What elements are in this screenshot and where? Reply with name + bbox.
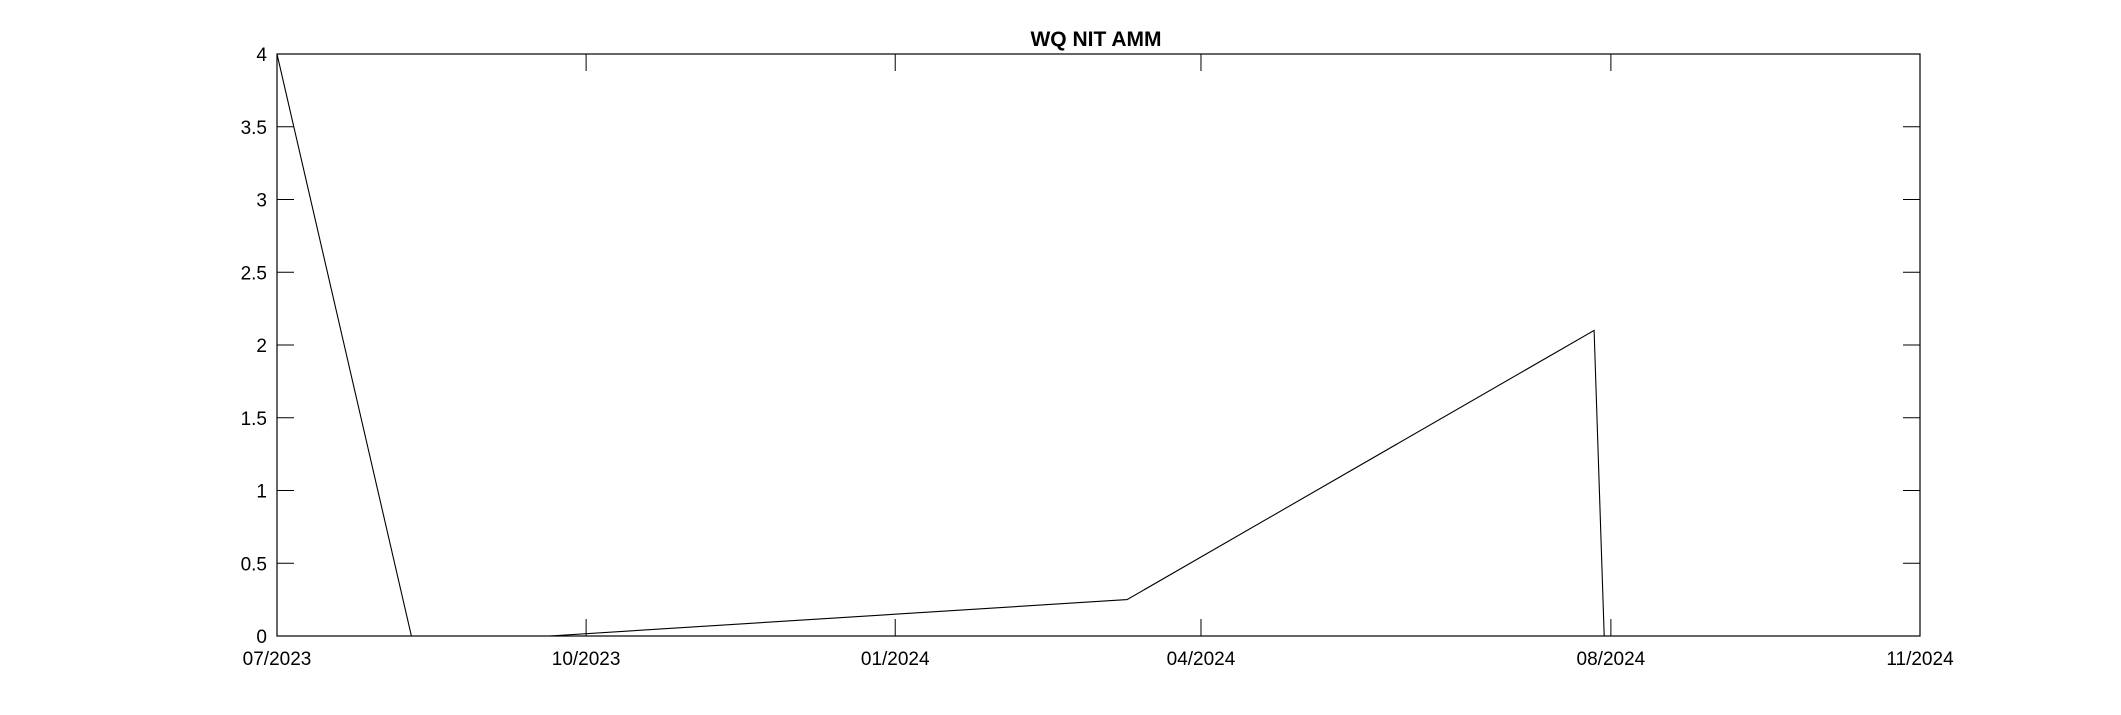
x-tick-label: 10/2023 xyxy=(552,649,621,670)
axis-tick-labels: 07/2023 10/2023 01/2024 04/2024 08/2024 11/20… xyxy=(241,45,1954,670)
series-layer xyxy=(276,53,1920,637)
y-tick-label: 1 xyxy=(256,482,267,503)
x-tick-label: 11/2024 xyxy=(1886,649,1954,670)
y-tick-label: 3 xyxy=(256,191,267,212)
y-tick-label: 0 xyxy=(256,627,267,648)
plot-area-frame xyxy=(276,53,1921,637)
y-tick-label: 2 xyxy=(256,336,267,357)
x-tick-label: 07/2023 xyxy=(243,649,312,670)
axis-ticks xyxy=(276,53,1921,637)
y-tick-label: 1.5 xyxy=(241,409,267,430)
series-line xyxy=(276,53,1920,637)
y-tick-label: 0.5 xyxy=(241,554,267,575)
x-tick-label: 01/2024 xyxy=(861,649,930,670)
y-tick-label: 4 xyxy=(256,45,267,66)
x-tick-label: 08/2024 xyxy=(1577,649,1646,670)
x-tick-label: 04/2024 xyxy=(1167,649,1236,670)
chart-title: WQ NIT AMM xyxy=(1030,28,1161,51)
y-tick-label: 3.5 xyxy=(241,118,267,139)
y-tick-label: 2.5 xyxy=(241,263,267,284)
